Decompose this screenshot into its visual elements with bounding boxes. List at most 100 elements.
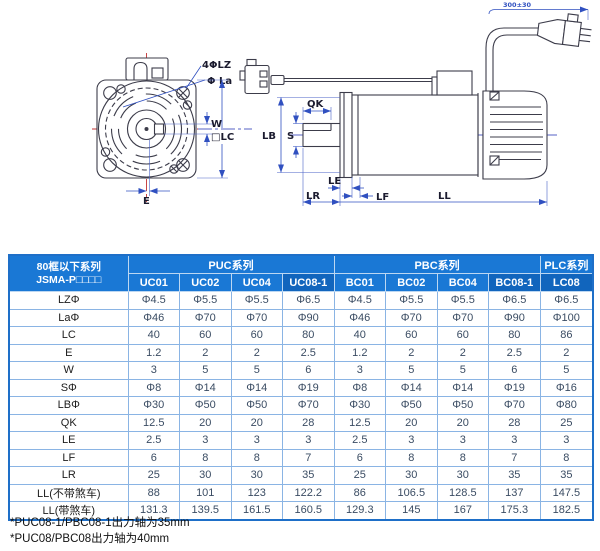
table-cell: 6 bbox=[127, 448, 180, 467]
table-cell: 60 bbox=[179, 326, 232, 345]
rear-housing bbox=[477, 90, 548, 180]
table-cell: 2 bbox=[230, 343, 283, 362]
table-cell: Φ80 bbox=[539, 396, 594, 415]
table-cell: Φ14 bbox=[436, 378, 490, 397]
table-cell: Φ14 bbox=[385, 378, 438, 397]
table-row: LL(不带煞车) 88 101 123 122.2 86 106.5 128.5 137 147.… bbox=[8, 483, 594, 502]
table-cell: 8 bbox=[539, 448, 594, 467]
table-cell: 12.5 bbox=[333, 413, 387, 432]
table-cell: 80 bbox=[282, 326, 335, 345]
table-cell: Φ19 bbox=[282, 378, 335, 397]
table-cell: Φ6.5 bbox=[282, 291, 335, 310]
table-cell: Φ5.5 bbox=[179, 291, 232, 310]
row-label: LBΦ bbox=[8, 396, 129, 415]
table-cell: 131.3 bbox=[127, 501, 180, 520]
table-cell: 30 bbox=[385, 466, 438, 485]
table-cell: 30 bbox=[179, 466, 232, 485]
series-title-line2: JSMA-P□□□□ bbox=[36, 273, 102, 286]
table-row: LF 6 8 8 7 6 8 8 7 8 bbox=[8, 448, 594, 467]
dim-label-s: S bbox=[287, 131, 294, 142]
table-cell: 35 bbox=[539, 466, 594, 485]
encoder-cable-connector bbox=[239, 58, 437, 95]
motor-side-view: 300±30 LB QK S bbox=[239, 1, 592, 206]
table-cell: Φ90 bbox=[282, 308, 335, 327]
motor-body bbox=[351, 94, 479, 176]
table-cell: 30 bbox=[230, 466, 283, 485]
column-header-row: UC01 UC02 UC04 UC08-1 BC01 BC02 BC04 BC0… bbox=[9, 273, 594, 292]
table-cell: 25 bbox=[539, 413, 594, 432]
column-header: BC08-1 bbox=[488, 273, 541, 292]
table-cell: 3 bbox=[230, 431, 283, 450]
table-cell: Φ6.5 bbox=[488, 291, 541, 310]
table-cell: Φ70 bbox=[282, 396, 335, 415]
table-cell: Φ4.5 bbox=[333, 291, 387, 310]
table-cell: Φ30 bbox=[127, 396, 180, 415]
table-cell: 6 bbox=[282, 361, 335, 380]
table-cell: 8 bbox=[179, 448, 232, 467]
table-cell: 25 bbox=[333, 466, 387, 485]
footnote-2: *PUC08/PBC08出力轴为40mm bbox=[10, 532, 170, 545]
table-cell: 40 bbox=[333, 326, 387, 345]
shaft-center-dot bbox=[144, 127, 149, 131]
row-label: LF bbox=[8, 448, 129, 467]
table-cell: 7 bbox=[488, 448, 541, 467]
row-label: LaΦ bbox=[8, 308, 129, 327]
row-label: LC bbox=[8, 326, 129, 345]
table-cell: 101 bbox=[179, 483, 232, 502]
table-cell: 8 bbox=[385, 448, 438, 467]
table-cell: 1.2 bbox=[333, 343, 387, 362]
table-header: 80框以下系列 JSMA-P□□□□ PUC系列 PBC系列 PLC系列 UC0… bbox=[8, 254, 594, 292]
table-cell: Φ8 bbox=[333, 378, 387, 397]
table-cell: 5 bbox=[436, 361, 490, 380]
table-cell: 6 bbox=[333, 448, 387, 467]
row-label: LZΦ bbox=[8, 291, 129, 310]
table-cell: 182.5 bbox=[539, 501, 594, 520]
table-cell: Φ70 bbox=[488, 396, 541, 415]
table-row: LaΦ Φ46 Φ70 Φ70 Φ90 Φ46 Φ70 Φ70 Φ90 Φ100 bbox=[8, 308, 594, 327]
table-cell: 129.3 bbox=[333, 501, 387, 520]
table-cell: 20 bbox=[179, 413, 232, 432]
bolt-holes bbox=[100, 84, 193, 174]
table-row: LE 2.5 3 3 3 2.5 3 3 3 3 bbox=[8, 431, 594, 450]
side-view-dimensions: 300±30 LB QK S bbox=[262, 1, 589, 206]
table-cell: Φ6.5 bbox=[539, 291, 594, 310]
front-view-dimensions: 4ΦLZ Φ La W □LC E bbox=[122, 60, 234, 207]
table-cell: 160.5 bbox=[282, 501, 335, 520]
table-cell: 167 bbox=[436, 501, 490, 520]
table-cell: 25 bbox=[127, 466, 180, 485]
group-header-row: 80框以下系列 JSMA-P□□□□ PUC系列 PBC系列 PLC系列 bbox=[8, 254, 594, 292]
table-cell: 2 bbox=[539, 343, 594, 362]
table-cell: 147.5 bbox=[539, 483, 594, 502]
table-body: LZΦ Φ4.5 Φ5.5 Φ5.5 Φ6.5 Φ4.5 Φ5.5 Φ5.5 Φ6.5 Φ6.5 L… bbox=[8, 291, 594, 520]
dim-label-lf: LF bbox=[376, 192, 389, 203]
table-cell: 2.5 bbox=[488, 343, 541, 362]
table-cell: 8 bbox=[230, 448, 283, 467]
footnote-1: *PUC08-1/PBC08-1出力轴为35mm bbox=[10, 517, 190, 529]
table-cell: Φ4.5 bbox=[127, 291, 180, 310]
table-cell: 106.5 bbox=[385, 483, 438, 502]
table-cell: 123 bbox=[230, 483, 283, 502]
table-row: LC 40 60 60 80 40 60 60 80 86 bbox=[8, 326, 594, 345]
dim-label-e: E bbox=[143, 196, 150, 207]
table-row: LR 25 30 30 35 25 30 30 35 35 bbox=[8, 466, 594, 485]
column-header: BC04 bbox=[436, 273, 490, 292]
table-cell: Φ50 bbox=[179, 396, 232, 415]
footnotes: *PUC08-1/PBC08-1出力轴为35mm *PUC08/PBC08出力轴… bbox=[10, 516, 190, 547]
table-cell: 161.5 bbox=[230, 501, 283, 520]
table-cell: 86 bbox=[539, 326, 594, 345]
dim-label-lc: □LC bbox=[211, 132, 234, 143]
column-header: LC08 bbox=[539, 273, 594, 292]
table-cell: Φ5.5 bbox=[230, 291, 283, 310]
corner-header: 80框以下系列 JSMA-P□□□□ bbox=[8, 254, 129, 292]
table-cell: 6 bbox=[488, 361, 541, 380]
flange-plate bbox=[339, 91, 353, 179]
table-cell: 2 bbox=[179, 343, 232, 362]
table-cell: Φ14 bbox=[179, 378, 232, 397]
table-row: QK 12.5 20 20 28 12.5 20 20 28 25 bbox=[8, 413, 594, 432]
row-label: LL(不带煞车) bbox=[8, 483, 129, 502]
dim-label-4philz: 4ΦLZ bbox=[202, 60, 231, 71]
table-cell: 2.5 bbox=[333, 431, 387, 450]
table-cell: Φ46 bbox=[127, 308, 180, 327]
table-cell: Φ50 bbox=[230, 396, 283, 415]
table-cell: Φ100 bbox=[539, 308, 594, 327]
